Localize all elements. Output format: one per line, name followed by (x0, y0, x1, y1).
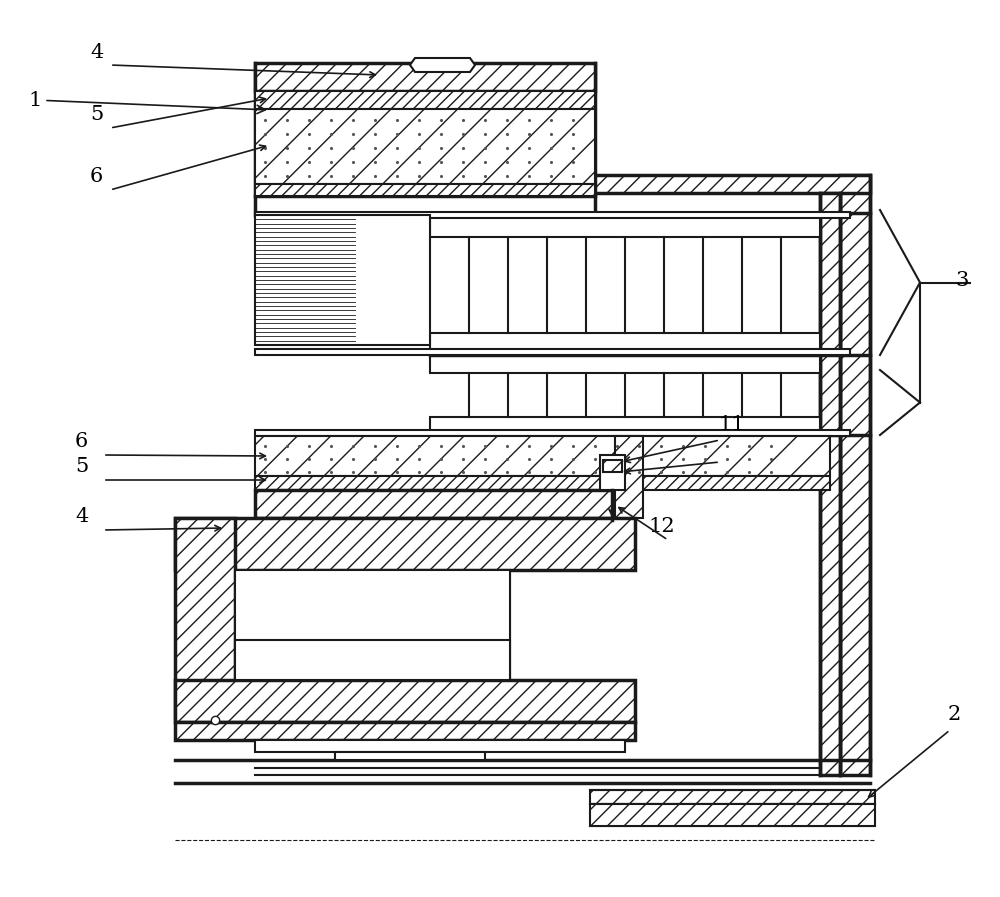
Bar (255, 436, 830, 476)
Bar (430, 333, 820, 355)
Bar (255, 109, 595, 184)
Text: 2: 2 (948, 705, 961, 724)
Text: 4: 4 (90, 43, 103, 62)
Bar (820, 193, 840, 775)
Bar (235, 640, 510, 680)
Bar (590, 175, 870, 193)
Bar (255, 430, 850, 436)
Bar (255, 212, 850, 218)
Bar (175, 722, 635, 740)
Bar (175, 518, 235, 718)
Text: 11: 11 (718, 415, 745, 434)
Bar (255, 91, 595, 109)
Text: 4: 4 (75, 507, 88, 526)
Bar (255, 490, 635, 518)
Text: 12: 12 (648, 517, 675, 536)
Bar (175, 518, 635, 570)
Bar (255, 184, 595, 196)
Text: 1: 1 (28, 91, 265, 114)
Bar (590, 790, 875, 804)
Text: 5: 5 (90, 105, 103, 124)
Text: 6: 6 (90, 167, 103, 186)
Bar (255, 63, 595, 91)
Bar (175, 680, 635, 722)
Bar (840, 175, 870, 775)
Bar (430, 355, 820, 373)
Bar (255, 215, 430, 345)
Bar (255, 740, 625, 752)
Bar (615, 436, 643, 518)
Text: 3: 3 (955, 271, 968, 290)
Text: 6: 6 (75, 432, 88, 451)
Bar (235, 570, 510, 680)
Bar (335, 752, 485, 760)
Bar (590, 804, 875, 826)
Bar (255, 476, 830, 490)
Bar (430, 215, 820, 237)
Bar (430, 417, 820, 435)
Text: 10: 10 (718, 439, 745, 458)
Bar (600, 455, 625, 490)
Polygon shape (410, 58, 475, 72)
Bar (255, 349, 850, 355)
Bar (603, 460, 622, 472)
Text: 5: 5 (75, 457, 88, 476)
